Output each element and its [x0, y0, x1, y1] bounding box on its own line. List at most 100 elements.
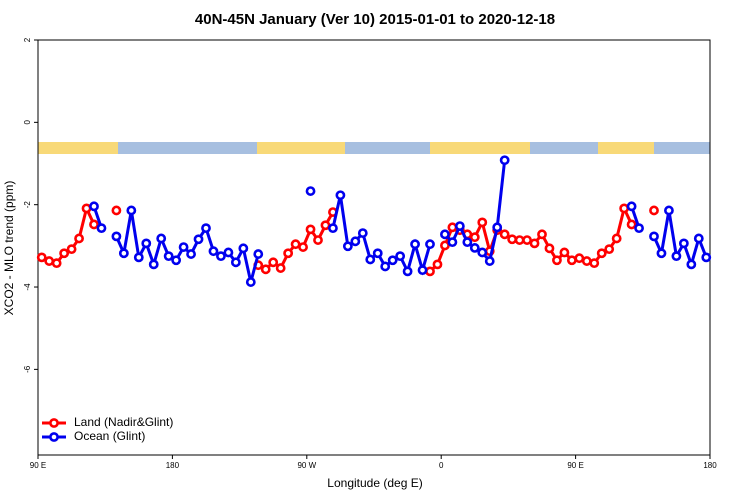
- data-point: [440, 240, 450, 251]
- x-tick-label: 90 W: [297, 461, 316, 470]
- data-point: [619, 203, 630, 214]
- data-point: [216, 251, 226, 262]
- data-point: [522, 235, 532, 245]
- data-point: [477, 217, 488, 228]
- data-point: [574, 253, 585, 264]
- data-point: [230, 257, 241, 268]
- land-strip: [38, 142, 118, 154]
- y-tick-label: -2: [23, 201, 32, 209]
- data-point: [156, 233, 167, 244]
- data-point: [36, 252, 47, 263]
- data-point: [111, 205, 122, 216]
- data-point: [372, 248, 383, 259]
- data-point: [313, 235, 323, 245]
- data-point: [566, 255, 577, 266]
- data-point: [238, 243, 249, 254]
- data-point: [335, 190, 346, 201]
- data-point: [611, 233, 622, 244]
- data-point: [365, 254, 376, 265]
- data-point: [693, 233, 704, 244]
- data-point: [275, 263, 286, 273]
- y-axis-label: XCO2 - MLO trend (ppm): [2, 181, 16, 316]
- data-point: [305, 186, 316, 196]
- data-point: [89, 201, 99, 212]
- data-point: [507, 234, 518, 245]
- land-strip: [430, 142, 530, 154]
- data-point: [245, 277, 256, 287]
- data-point: [171, 255, 182, 266]
- y-tick-label: -4: [23, 283, 32, 291]
- data-point: [514, 235, 525, 245]
- data-point: [328, 223, 338, 234]
- chart-title: 40N-45N January (Ver 10) 2015-01-01 to 2…: [195, 11, 555, 28]
- data-point: [111, 231, 122, 242]
- data-point: [432, 259, 443, 270]
- data-point: [201, 223, 211, 234]
- data-point: [544, 243, 555, 254]
- data-point: [484, 256, 495, 266]
- legend-label: Land (Nadir&Glint): [74, 415, 173, 429]
- land-strip: [598, 142, 654, 154]
- x-tick-label: 180: [166, 461, 180, 470]
- data-point: [81, 203, 92, 214]
- data-point: [148, 259, 159, 270]
- data-point: [604, 244, 615, 255]
- data-point: [537, 229, 547, 240]
- data-point: [89, 219, 99, 230]
- data-point: [656, 248, 667, 259]
- data-point: [74, 233, 84, 244]
- data-point: [193, 234, 204, 245]
- data-point: [552, 255, 562, 266]
- data-point: [178, 242, 189, 252]
- data-point: [268, 257, 279, 268]
- data-point: [477, 247, 488, 258]
- plot-frame: [37, 39, 711, 456]
- data-point: [126, 205, 137, 216]
- ocean-strip: [38, 142, 710, 154]
- data-point: [320, 220, 331, 231]
- x-tick-label: 90 E: [567, 461, 583, 470]
- data-point: [141, 238, 152, 249]
- data-point: [649, 205, 659, 216]
- data-point: [440, 229, 450, 240]
- data-point: [664, 205, 674, 216]
- data-point: [96, 223, 107, 234]
- data-point: [133, 252, 144, 263]
- data-point: [410, 239, 420, 250]
- data-point: [596, 248, 607, 259]
- data-point: [447, 237, 458, 248]
- data-point: [395, 251, 406, 262]
- data-point: [454, 221, 465, 231]
- data-point: [59, 248, 70, 259]
- x-axis-label: Longitude (deg E): [327, 476, 422, 490]
- data-point: [118, 248, 129, 259]
- data-point: [589, 258, 600, 269]
- data-point: [283, 248, 294, 259]
- legend-marker: [49, 418, 59, 428]
- data-point: [253, 249, 264, 259]
- data-point: [51, 258, 62, 269]
- data-point: [671, 251, 682, 262]
- data-point: [402, 266, 413, 277]
- data-point: [626, 201, 637, 212]
- y-tick-label: -6: [23, 365, 32, 373]
- data-point: [626, 219, 637, 230]
- data-point: [581, 256, 592, 266]
- data-point: [492, 222, 503, 233]
- data-point: [260, 264, 271, 275]
- data-point: [469, 243, 480, 253]
- data-point: [357, 228, 368, 238]
- data-point: [447, 222, 458, 233]
- legend-label: Ocean (Glint): [74, 429, 145, 443]
- data-point: [469, 232, 480, 243]
- data-point: [186, 249, 196, 259]
- y-tick-label: 2: [23, 37, 32, 42]
- map-strip: [38, 142, 710, 154]
- data-point: [701, 252, 712, 263]
- data-point: [163, 251, 174, 262]
- data-point: [499, 229, 510, 240]
- data-point: [223, 247, 234, 258]
- legend-marker: [49, 432, 59, 442]
